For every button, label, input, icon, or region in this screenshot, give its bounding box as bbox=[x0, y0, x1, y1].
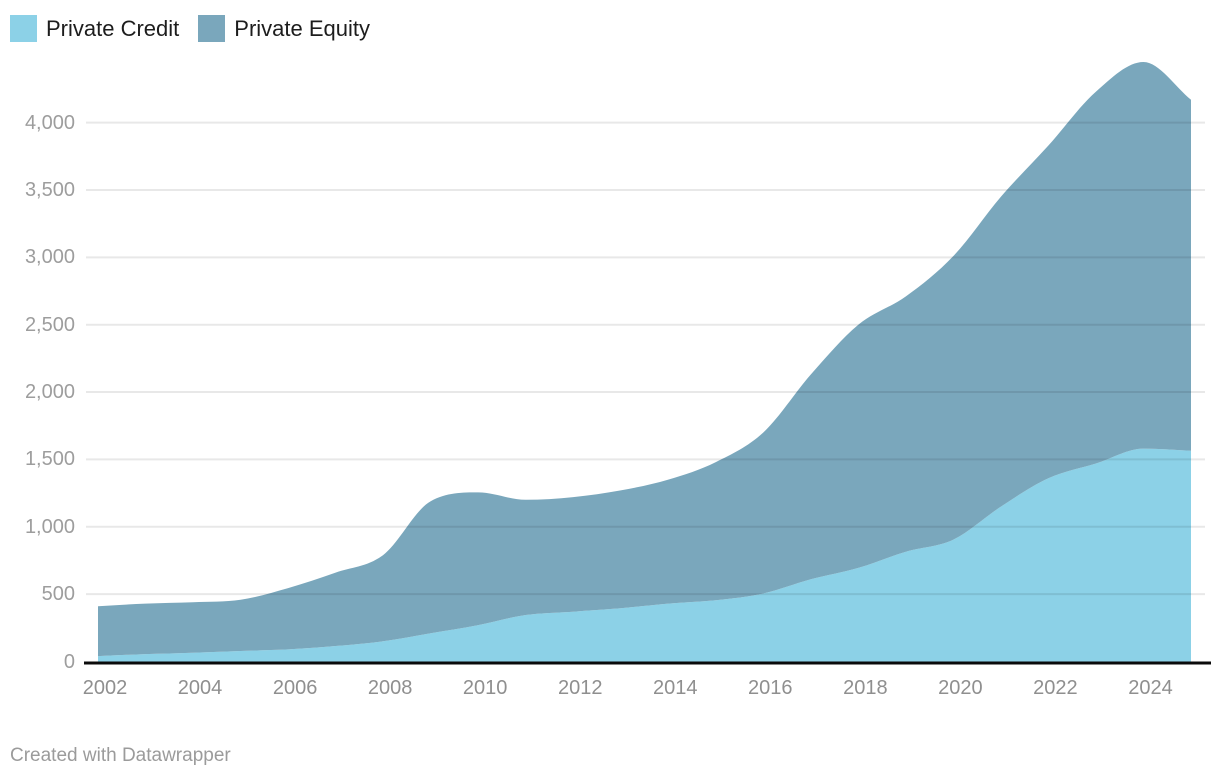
x-tick-label-2024: 2024 bbox=[1128, 677, 1173, 699]
x-tick-label-2010: 2010 bbox=[462, 677, 508, 699]
x-tick-label-2016: 2016 bbox=[748, 677, 793, 699]
x-tick-label-2002: 2002 bbox=[82, 677, 128, 699]
y-tick-label-3,500: 3,500 bbox=[24, 178, 75, 201]
legend-label-private-equity: Private Equity bbox=[234, 16, 371, 41]
y-tick-label-4,000: 4,000 bbox=[24, 111, 75, 134]
legend-label-private-credit: Private Credit bbox=[46, 16, 180, 41]
y-tick-label-3,000: 3,000 bbox=[24, 246, 75, 269]
y-tick-label-1,000: 1,000 bbox=[24, 515, 75, 538]
x-tick-label-2006: 2006 bbox=[272, 677, 318, 699]
legend-item-private-credit: Private Credit bbox=[10, 15, 179, 42]
y-tick-label-1,500: 1,500 bbox=[24, 448, 75, 471]
y-tick-label-500: 500 bbox=[41, 583, 75, 606]
area-private-credit bbox=[98, 448, 1191, 662]
private-equity-swatch-icon bbox=[198, 15, 226, 42]
attribution-text: Created with Datawrapper bbox=[10, 745, 231, 766]
x-tick-label-2020: 2020 bbox=[938, 677, 983, 699]
x-tick-label-2018: 2018 bbox=[843, 677, 888, 699]
y-tick-label-2,500: 2,500 bbox=[24, 313, 75, 336]
x-tick-label-2022: 2022 bbox=[1033, 677, 1078, 699]
legend-item-private-equity: Private Equity bbox=[198, 15, 370, 42]
legend: Private Credit Private Equity bbox=[10, 15, 370, 42]
area-private-equity bbox=[98, 62, 1191, 657]
y-tick-label-0: 0 bbox=[63, 650, 75, 673]
x-tick-label-2004: 2004 bbox=[177, 677, 223, 699]
x-tick-label-2008: 2008 bbox=[367, 677, 413, 699]
x-tick-label-2012: 2012 bbox=[557, 677, 603, 699]
private-credit-swatch-icon bbox=[10, 15, 37, 42]
x-tick-label-2014: 2014 bbox=[653, 677, 698, 699]
y-tick-label-2,000: 2,000 bbox=[24, 381, 75, 404]
